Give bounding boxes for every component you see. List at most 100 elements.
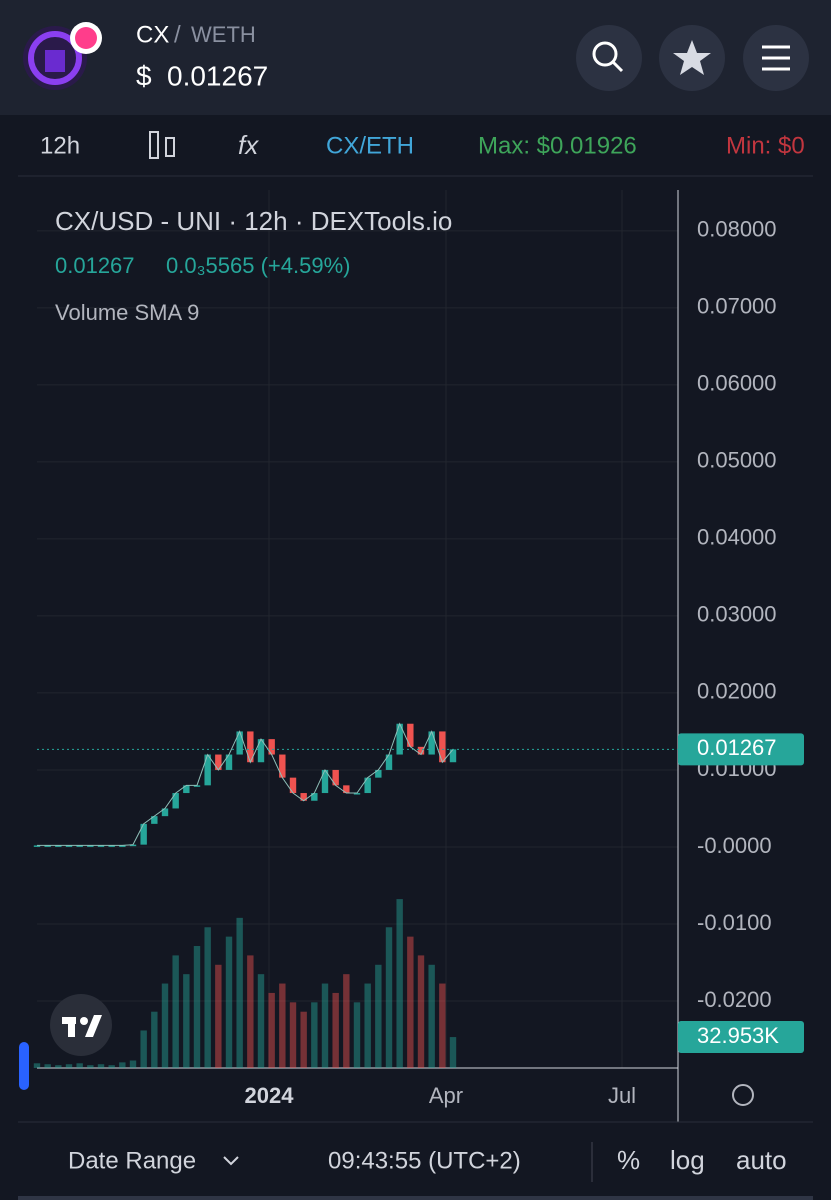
log-toggle[interactable]: log bbox=[670, 1145, 705, 1175]
currency: $ bbox=[136, 60, 152, 91]
separator: / bbox=[174, 21, 181, 48]
side-handle bbox=[19, 1042, 29, 1090]
volume-bar bbox=[76, 1063, 83, 1068]
candle bbox=[193, 785, 201, 787]
search-icon bbox=[592, 41, 618, 67]
candle bbox=[204, 754, 211, 786]
volume-bar bbox=[343, 974, 350, 1068]
candle bbox=[183, 785, 190, 794]
candle bbox=[129, 844, 137, 847]
volume-bar bbox=[193, 946, 201, 1068]
volume-bar bbox=[311, 1002, 318, 1068]
candle bbox=[417, 746, 425, 755]
y-tick-label: -0.0000 bbox=[697, 833, 772, 858]
volume-bar bbox=[151, 1011, 158, 1068]
auto-toggle[interactable]: auto bbox=[736, 1145, 787, 1175]
token-logo-ring bbox=[28, 31, 82, 85]
search-button[interactable] bbox=[576, 25, 642, 91]
candle bbox=[33, 845, 41, 847]
volume-legend: Volume SMA 9 bbox=[55, 300, 199, 325]
volume-bar bbox=[44, 1064, 51, 1068]
volume-bar bbox=[129, 1060, 137, 1068]
volume-bar bbox=[119, 1062, 126, 1068]
indicators-button[interactable]: fx bbox=[238, 130, 259, 160]
volume-bar bbox=[33, 1063, 41, 1068]
candle bbox=[236, 731, 243, 755]
volume-bar bbox=[225, 936, 233, 1068]
volume-bar bbox=[55, 1065, 62, 1068]
volume-bar bbox=[396, 899, 403, 1068]
volume-bar bbox=[289, 1002, 297, 1068]
quote-symbol: WETH bbox=[191, 22, 256, 47]
candle bbox=[407, 723, 414, 747]
candle bbox=[161, 808, 169, 817]
candle bbox=[439, 731, 446, 763]
favorite-button[interactable] bbox=[659, 25, 725, 91]
candle bbox=[257, 739, 265, 763]
tv-logo-dot bbox=[80, 1017, 88, 1025]
candle bbox=[268, 739, 275, 755]
candle bbox=[311, 793, 318, 801]
search-bg[interactable] bbox=[576, 25, 642, 91]
volume-bar bbox=[407, 936, 414, 1068]
candle bbox=[332, 769, 339, 786]
volume-bar bbox=[204, 927, 211, 1068]
candle bbox=[289, 777, 297, 794]
interval-button[interactable]: 12h bbox=[40, 132, 80, 159]
volume-bar bbox=[364, 983, 371, 1068]
volume-bar bbox=[300, 1011, 307, 1068]
tv-logo-bar bbox=[68, 1017, 75, 1037]
volume-bar bbox=[183, 974, 190, 1068]
candle bbox=[385, 754, 393, 770]
candle bbox=[247, 731, 254, 763]
y-tick-label: 0.03000 bbox=[697, 602, 777, 627]
volume-bar bbox=[268, 992, 275, 1068]
y-tick-label: 0.08000 bbox=[697, 217, 777, 242]
min-price: Min: $0 bbox=[726, 132, 805, 159]
volume-bar bbox=[97, 1064, 105, 1068]
candle bbox=[279, 754, 286, 778]
volume-bar bbox=[439, 983, 446, 1068]
candle bbox=[172, 793, 179, 809]
max-price: Max: $0.01926 bbox=[478, 132, 637, 159]
volume-bar bbox=[353, 1002, 361, 1068]
candle bbox=[65, 845, 73, 847]
tv-logo-shape bbox=[85, 1015, 102, 1037]
volume-bar bbox=[236, 917, 243, 1068]
volume-bar bbox=[321, 983, 329, 1068]
candle bbox=[449, 749, 457, 763]
volume-bar bbox=[140, 1030, 147, 1068]
y-tick-label: 0.02000 bbox=[697, 679, 777, 704]
volume-bar bbox=[428, 964, 435, 1068]
token-logo-bars bbox=[45, 50, 65, 72]
volume-bar bbox=[172, 955, 179, 1068]
volume-tag-label: 32.953K bbox=[697, 1023, 779, 1048]
percent-toggle[interactable]: % bbox=[617, 1145, 640, 1175]
volume-bar bbox=[247, 955, 254, 1068]
tv-logo bbox=[50, 994, 112, 1056]
y-tick-label: 0.04000 bbox=[697, 525, 777, 550]
plot-area: 0.08000 0.07000 0.06000 0.05000 0.04000 0.030… bbox=[19, 190, 804, 1122]
y-tick-label: 0.06000 bbox=[697, 371, 777, 396]
x-tick-label: 2024 bbox=[245, 1083, 295, 1108]
date-range-button[interactable]: Date Range bbox=[68, 1147, 196, 1174]
candle bbox=[76, 845, 83, 847]
candle bbox=[343, 785, 350, 794]
header-price: 0.01267 bbox=[167, 60, 268, 91]
chart-frame bbox=[18, 118, 813, 1198]
volume-bar bbox=[161, 983, 169, 1068]
clock: 09:43:55 (UTC+2) bbox=[328, 1147, 521, 1174]
pair-toggle[interactable]: CX/ETH bbox=[326, 132, 414, 159]
y-tick-label: -0.0100 bbox=[697, 910, 772, 935]
candle bbox=[151, 816, 158, 824]
menu-button[interactable] bbox=[743, 25, 809, 91]
volume-bar bbox=[385, 927, 393, 1068]
candle bbox=[108, 845, 115, 847]
candle bbox=[97, 845, 105, 847]
volume-bar bbox=[215, 964, 222, 1068]
legend-title: CX/USD - UNI · 12h · DEXTools.io bbox=[55, 206, 452, 236]
candle-type-button[interactable] bbox=[149, 131, 175, 159]
price-tag-label: 0.01267 bbox=[697, 735, 777, 760]
volume-bar bbox=[108, 1065, 115, 1068]
